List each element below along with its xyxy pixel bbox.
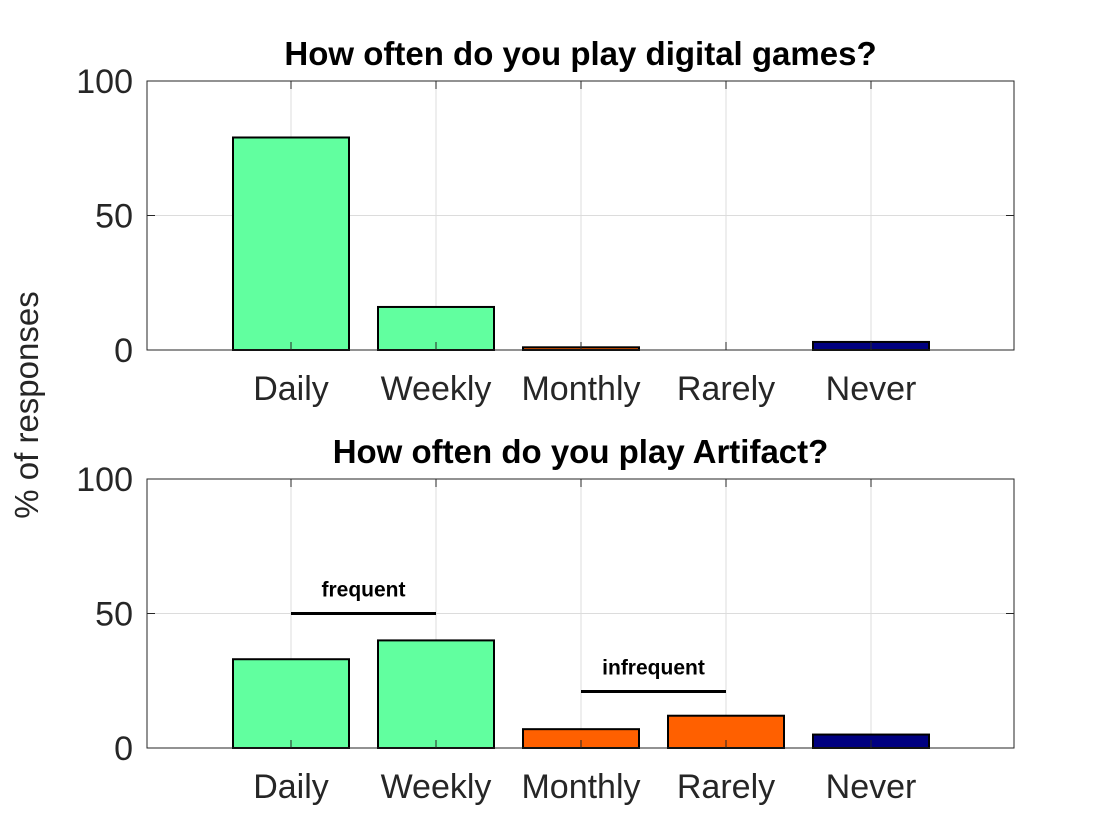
x-tick-label: Weekly (381, 370, 492, 408)
y-tick-label: 50 (95, 596, 133, 634)
x-tick-label: Rarely (677, 370, 775, 408)
y-tick-label: 50 (95, 198, 133, 236)
y-tick-label: 100 (76, 461, 133, 499)
x-tick-label: Never (826, 768, 917, 806)
x-tick-label: Weekly (381, 768, 492, 806)
y-tick-label: 100 (76, 63, 133, 101)
bar-daily (232, 658, 350, 749)
y-axis-label: % of responses (8, 291, 45, 518)
x-tick-label: Monthly (521, 768, 640, 806)
x-tick-label: Monthly (521, 370, 640, 408)
chart-panel-digital-games: 0 50 100 Daily Weekly Monthly Rarely Never How o… (76, 35, 1015, 408)
bar-daily (232, 136, 350, 351)
bar-weekly (377, 639, 495, 750)
y-tick-label: 0 (114, 730, 133, 768)
x-tick-label: Rarely (677, 768, 775, 806)
x-tick-label: Daily (253, 768, 329, 806)
x-tick-label: Daily (253, 370, 329, 408)
y-tick-label: 0 (114, 332, 133, 370)
chart-title: How often do you play Artifact? (333, 433, 829, 470)
chart-panel-artifact: 0 50 100 Daily Weekly Monthly Rarely Never How o… (76, 433, 1015, 806)
annotation-label: infrequent (602, 657, 705, 680)
chart-title: How often do you play digital games? (284, 35, 876, 72)
x-tick-label: Never (826, 370, 917, 408)
annotation-label: frequent (322, 579, 406, 602)
